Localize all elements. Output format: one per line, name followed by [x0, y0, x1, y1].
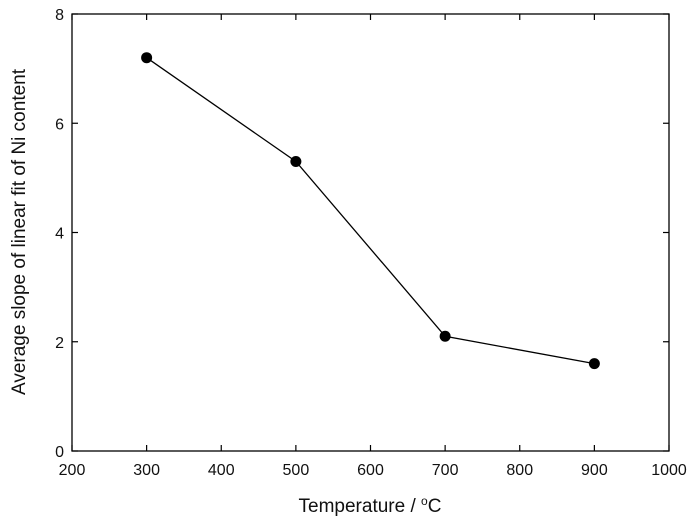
- series-line: [146, 57, 595, 365]
- data-point: [439, 330, 451, 342]
- x-tick-label: 600: [357, 462, 384, 479]
- y-tick-label: 6: [55, 116, 64, 133]
- data-point: [290, 155, 302, 167]
- y-tick-label: 0: [55, 444, 64, 461]
- x-tick-label: 200: [59, 462, 86, 479]
- x-tick-label: 800: [506, 462, 533, 479]
- plot-frame: [71, 13, 670, 452]
- x-tick-label: 500: [283, 462, 310, 479]
- x-axis-title-unit: C: [428, 496, 442, 517]
- x-tick-label: 300: [133, 462, 160, 479]
- y-tick-label: 4: [55, 226, 64, 243]
- x-tick-label: 700: [432, 462, 459, 479]
- data-point: [588, 358, 600, 370]
- series-layer: [141, 52, 600, 370]
- x-tick-label: 900: [581, 462, 608, 479]
- x-tick-label: 1000: [651, 462, 687, 479]
- x-axis-title-degree: o: [421, 494, 428, 508]
- x-axis-title: Temperature / oC: [299, 494, 442, 517]
- x-axis-title-prefix: Temperature /: [299, 496, 422, 517]
- x-tick-label: 400: [208, 462, 235, 479]
- y-axis: 0 2 4 6 8: [55, 7, 669, 461]
- y-tick-label: 2: [55, 335, 64, 352]
- y-tick-label: 8: [55, 7, 64, 24]
- data-point: [141, 52, 153, 64]
- x-axis: 200 300 400 500 600 700 800 900 1000: [59, 14, 687, 479]
- y-axis-title: Average slope of linear fit of Ni conten…: [9, 68, 30, 395]
